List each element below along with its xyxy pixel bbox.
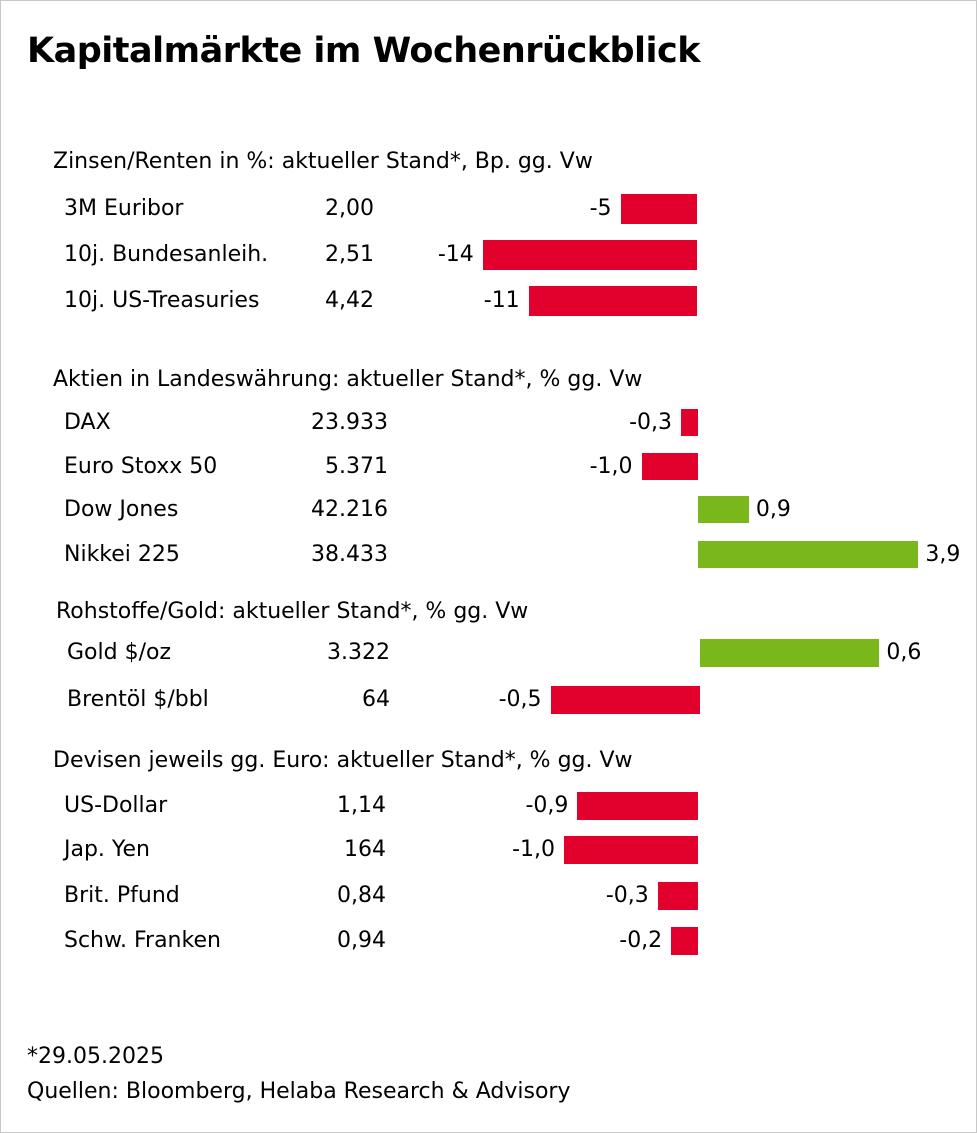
row-label: Euro Stoxx 50	[64, 454, 218, 479]
change-label: -11	[483, 288, 520, 313]
change-bar	[700, 639, 880, 667]
change-bar	[550, 686, 700, 714]
row-label: DAX	[64, 410, 111, 435]
row-label: Nikkei 225	[64, 542, 180, 567]
change-label: -0,9	[525, 793, 569, 818]
change-label: 0,6	[886, 640, 922, 665]
section-title: Rohstoffe/Gold: aktueller Stand*, % gg. …	[56, 599, 529, 624]
change-bar	[482, 240, 697, 270]
change-bar	[564, 836, 698, 864]
row-label: Jap. Yen	[64, 837, 150, 862]
row-level-value: 2,00	[325, 196, 374, 221]
source-note: Quellen: Bloomberg, Helaba Research & Ad…	[27, 1079, 571, 1104]
change-label: -1,0	[512, 837, 555, 862]
change-bar	[698, 496, 749, 523]
row-label: Brit. Pfund	[64, 883, 180, 908]
footnote-date: *29.05.2025	[27, 1044, 164, 1069]
section-title: Aktien in Landeswährung: aktueller Stand…	[53, 367, 643, 392]
row-level-value: 64	[362, 687, 390, 712]
change-label: -5	[589, 196, 612, 221]
row-level-value: 2,51	[325, 242, 374, 267]
change-bar	[528, 286, 697, 316]
row-label: Dow Jones	[64, 497, 179, 522]
change-label: 3,9	[925, 542, 961, 567]
chart-title: Kapitalmärkte im Wochenrückblick	[27, 31, 701, 71]
change-bar	[681, 409, 698, 436]
change-label: -0,5	[498, 687, 542, 712]
change-label: -0,3	[629, 410, 673, 435]
change-bar	[657, 882, 698, 910]
change-bar	[577, 792, 698, 820]
row-label: 3M Euribor	[64, 196, 184, 221]
row-label: Brentöl $/bbl	[67, 687, 209, 712]
row-level-value: 38.433	[311, 542, 388, 567]
change-bar	[620, 194, 697, 224]
row-label: US-Dollar	[64, 793, 168, 818]
section-title: Devisen jeweils gg. Euro: aktueller Stan…	[53, 748, 633, 773]
change-label: -14	[437, 242, 474, 267]
change-label: -0,3	[605, 883, 649, 908]
row-level-value: 42.216	[311, 497, 388, 522]
section-title: Zinsen/Renten in %: aktueller Stand*, Bp…	[53, 149, 593, 174]
change-label: -1,0	[589, 454, 633, 479]
row-label: Schw. Franken	[64, 928, 221, 953]
row-label: 10j. US-Treasuries	[64, 288, 260, 313]
row-level-value: 4,42	[325, 288, 374, 313]
change-bar	[641, 453, 698, 480]
row-label: Gold $/oz	[67, 640, 171, 665]
row-level-value: 3.322	[327, 640, 390, 665]
row-level-value: 1,14	[337, 793, 386, 818]
row-level-value: 5.371	[325, 454, 388, 479]
change-label: -0,2	[619, 928, 663, 953]
row-level-value: 23.933	[311, 410, 388, 435]
row-label: 10j. Bundesanleih.	[64, 242, 269, 267]
row-level-value: 0,94	[337, 928, 386, 953]
row-level-value: 164	[344, 837, 386, 862]
row-level-value: 0,84	[337, 883, 386, 908]
change-bar	[671, 927, 698, 955]
change-label: 0,9	[755, 497, 791, 522]
change-bar	[698, 541, 919, 568]
